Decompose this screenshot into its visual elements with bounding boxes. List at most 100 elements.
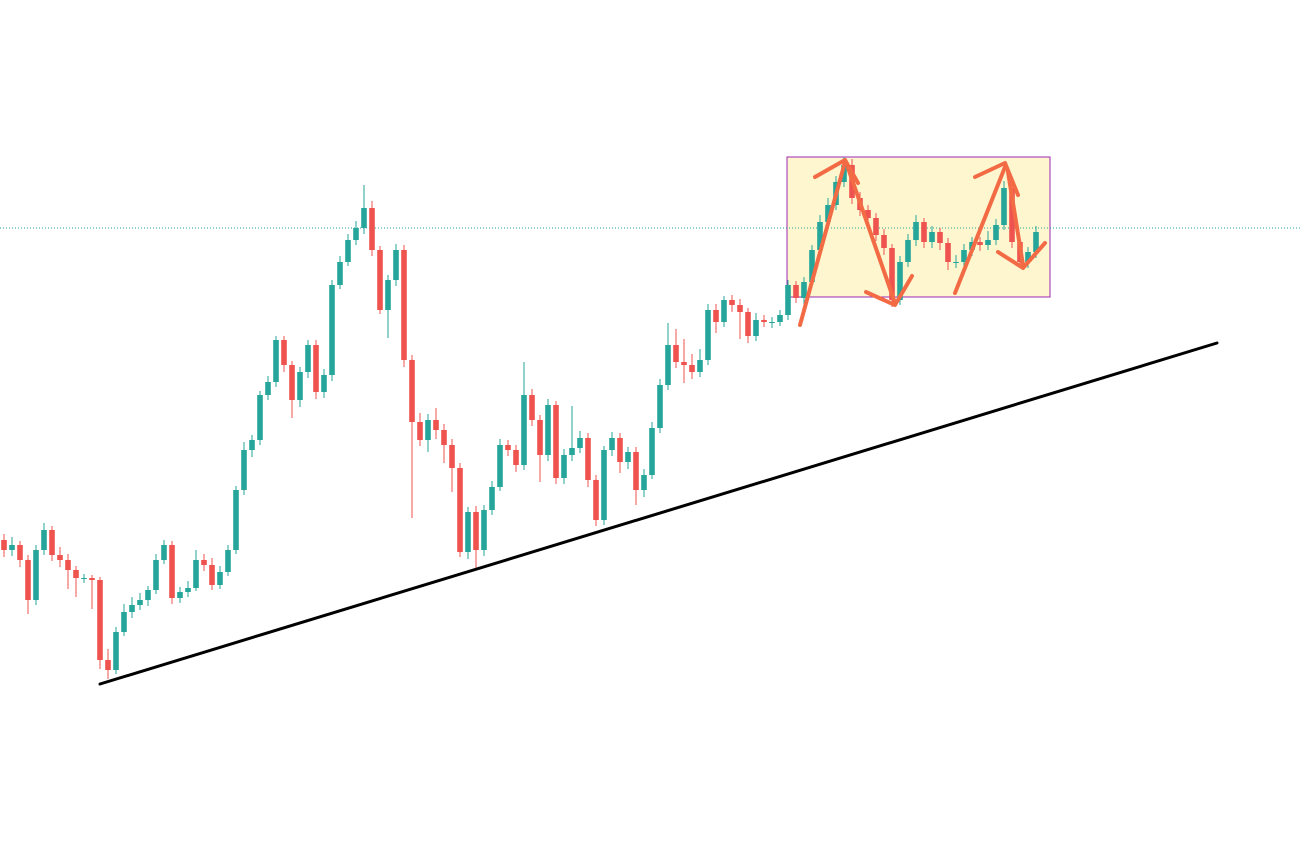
candle-body [457, 468, 463, 552]
candle-body [777, 315, 783, 322]
arrow-down [846, 166, 897, 305]
candle-body [97, 580, 103, 660]
candle-body [289, 365, 295, 400]
candle-body [921, 222, 927, 242]
candle-body [225, 550, 231, 572]
candle-body [161, 545, 167, 560]
candle-body [673, 345, 679, 362]
candle-body [929, 232, 935, 242]
candle-body [657, 385, 663, 428]
candle-body [697, 360, 703, 372]
arrow-down [1006, 170, 1025, 267]
candle-body [361, 208, 367, 228]
candles [1, 157, 1039, 679]
candle-body [145, 590, 151, 600]
drawings-front [98, 341, 1219, 686]
candle-body [105, 660, 111, 670]
candle-body [345, 240, 351, 262]
candle-body [617, 438, 623, 462]
candle-body [433, 420, 439, 430]
candle-body [473, 512, 479, 550]
candle-body [1001, 188, 1007, 225]
candle-body [537, 420, 543, 455]
candle-body [89, 578, 95, 580]
candle-body [585, 438, 591, 480]
candle-body [425, 420, 431, 440]
candle-body [801, 282, 807, 298]
candle-body [553, 405, 559, 478]
candle-body [201, 560, 207, 565]
candle-body [897, 262, 903, 300]
candle-body [785, 285, 791, 315]
arrow-head [996, 241, 1047, 270]
candle-body [49, 530, 55, 555]
candle-body [305, 345, 311, 372]
candle-body [953, 262, 959, 263]
candle-body [721, 300, 727, 322]
candle-body [713, 310, 719, 322]
candle-body [41, 530, 47, 550]
candle-body [57, 555, 63, 560]
candle-body [393, 250, 399, 280]
candle-body [609, 438, 615, 450]
arrow-head [864, 274, 914, 307]
candle-body [729, 300, 735, 305]
candle-body [513, 450, 519, 465]
candle-body [1009, 188, 1015, 242]
candle-body [649, 428, 655, 475]
candle-body [25, 560, 31, 600]
candle-body [641, 475, 647, 490]
candle-body [385, 280, 391, 310]
candle-body [489, 487, 495, 510]
candle-body [625, 452, 631, 462]
arrow-up [798, 160, 847, 327]
candle-body [9, 545, 15, 550]
candle-body [593, 480, 599, 520]
candle-body [193, 560, 199, 588]
candle-body [241, 450, 247, 490]
candle-body [937, 232, 943, 243]
candle-body [497, 445, 503, 487]
candle-body [169, 545, 175, 598]
candle-body [521, 395, 527, 465]
candle-body [1, 540, 7, 550]
candle-body [121, 612, 127, 632]
candle-body [481, 510, 487, 550]
candle-body [177, 592, 183, 598]
candle-body [401, 250, 407, 360]
candle-body [33, 550, 39, 600]
candle-body [881, 235, 887, 248]
candle-body [273, 340, 279, 382]
candle-body [369, 208, 375, 250]
trendline [98, 341, 1219, 686]
candle-body [281, 340, 287, 365]
candle-body [665, 345, 671, 385]
candle-body [905, 240, 911, 262]
candle-body [113, 632, 119, 670]
candle-body [681, 362, 687, 365]
candle-body [73, 570, 79, 578]
candle-body [353, 228, 359, 240]
candle-body [217, 572, 223, 585]
candle-body [249, 440, 255, 450]
candle-body [153, 560, 159, 590]
arrow-head [973, 161, 1020, 197]
candle-body [233, 490, 239, 550]
candle-body [977, 242, 983, 245]
candle-body [129, 605, 135, 612]
candle-body [409, 360, 415, 422]
arrow-head [813, 158, 860, 185]
candle-body [841, 165, 847, 182]
candle-body [1033, 232, 1039, 252]
candle-body [81, 578, 87, 579]
candle-body [65, 560, 71, 570]
candle-body [689, 365, 695, 372]
candle-body [17, 545, 23, 560]
candle-body [185, 588, 191, 592]
candle-body [561, 455, 567, 478]
candle-body [889, 248, 895, 300]
candle-body [209, 565, 215, 585]
candle-body [417, 422, 423, 440]
candle-body [809, 250, 815, 282]
